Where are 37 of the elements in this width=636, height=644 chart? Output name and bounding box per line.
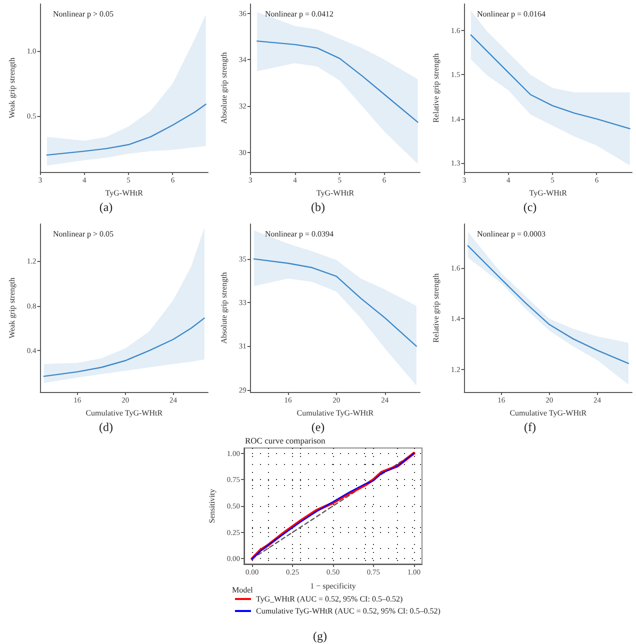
y-axis-title: Relative grip strength: [432, 53, 440, 123]
text: (e): [311, 420, 325, 434]
y-axis-title: Sensitivity: [207, 488, 216, 524]
annotation: Nonlinear p = 0.0412: [265, 10, 334, 18]
text: (d): [99, 420, 114, 434]
line-series: [253, 258, 417, 347]
legend-title: Model: [232, 586, 254, 594]
y-axis-title: Weak grip strength: [8, 58, 16, 118]
y-axis-title: Absolute grip strength: [220, 272, 228, 344]
x-axis-title: Cumulative TyG-WHtR: [296, 408, 374, 418]
text: (b): [311, 200, 326, 214]
y-axis-title: Weak grip strength: [8, 278, 16, 338]
text: (f): [524, 420, 536, 434]
text: (a): [99, 200, 113, 214]
annotation: Nonlinear p > 0.05: [53, 230, 114, 238]
legend-label: Cumulative TyG-WHtR (AUC = 0.52, 95% CI: 0.5–0.52): [256, 606, 441, 616]
annotation: Nonlinear p > 0.05: [53, 10, 114, 18]
line-series: [467, 245, 630, 364]
text: (g): [313, 629, 328, 643]
annotation: Nonlinear p = 0.0164: [477, 10, 546, 18]
text: (c): [523, 200, 537, 214]
y-axis-title: Relative grip strength: [432, 273, 440, 343]
x-axis-title: 1 − specificity: [310, 582, 356, 590]
line-series: [256, 40, 418, 123]
x-axis-title: TyG-WHtR: [105, 188, 144, 198]
legend-label: TyG_WHtR (AUC = 0.52, 95% CI: 0.5–0.52): [256, 594, 403, 604]
annotation: Nonlinear p = 0.0394: [265, 230, 334, 238]
line-series: [470, 34, 630, 130]
line-series: [46, 104, 206, 156]
x-axis-title: Cumulative TyG-WHtR: [86, 408, 164, 418]
y-axis-title: Absolute grip strength: [220, 52, 228, 124]
x-axis-title: TyG-WHtR: [316, 188, 355, 198]
annotation: Nonlinear p = 0.0003: [477, 230, 546, 238]
chart-title: ROC curve comparison: [245, 436, 326, 446]
x-axis-title: TyG-WHtR: [529, 188, 568, 198]
line-series: [43, 317, 206, 377]
x-axis-title: Cumulative TyG-WHtR: [510, 408, 588, 418]
